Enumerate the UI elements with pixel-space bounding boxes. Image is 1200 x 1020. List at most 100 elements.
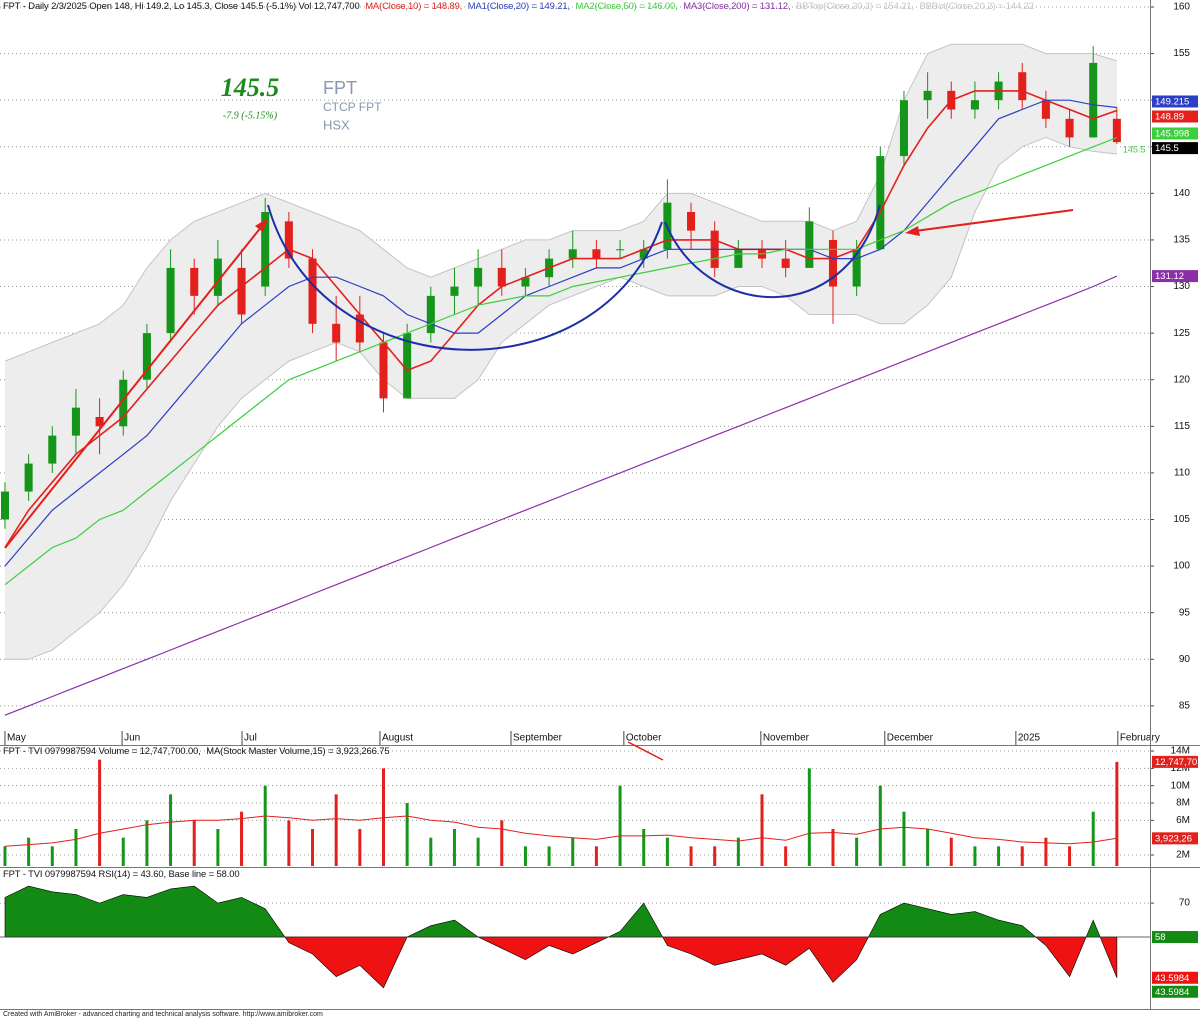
candle-body [450,286,459,296]
value-badge: 131.12 [1155,271,1184,282]
volume-bar [311,829,315,866]
volume-bar [1044,837,1048,866]
x-tick-label: November [763,733,810,744]
candle-body [0,491,9,520]
volume-bar [1091,811,1095,866]
x-tick-label: Jul [244,733,257,744]
value-badge-bg [1152,971,1198,984]
candle-body [71,407,80,436]
volume-bar [145,820,149,866]
value-badge: 145.998 [1155,128,1189,139]
y-tick-label: 8M [1176,798,1190,809]
candle-body [474,267,483,287]
volume-bar [949,837,953,866]
candle-body [899,100,908,157]
volume-bar [452,829,456,866]
candle-body [1112,118,1121,143]
candle-body [734,249,743,268]
candle-body [119,379,128,427]
candle-body [1065,118,1074,138]
volume-bar [689,846,693,866]
y-tick-label: 110 [1174,468,1190,479]
volume-bar [3,846,7,866]
exchange: HSX [323,117,350,132]
candle-body [284,221,293,259]
volume-bar [523,846,527,866]
arrow-line [627,741,664,761]
candle-body [687,211,696,231]
value-badge: 43.5984 [1155,973,1189,984]
chart-title: FPT - TVI 0979987594 RSI(14) = 43.60, Ba… [3,868,240,879]
bollinger-band [5,44,1117,660]
candle-body [48,435,57,464]
price-badge: 145.5 [1155,143,1179,154]
volume-bar [429,837,433,866]
legend-entry: MA3(Close,200) = 131.12, [683,0,791,11]
legend-entry: BBBot(Close,20,2) = 144.22 [919,0,1034,11]
volume-bar [855,837,859,866]
y-tick-label: 85 [1179,701,1191,712]
y-tick-label: 2M [1176,850,1190,861]
bollinger-line [5,136,1117,660]
y-tick-label: 155 [1173,48,1190,59]
candle-body [1089,62,1098,138]
price-change: -7.9 (-5.15%) [223,110,278,121]
volume-header: FPT - TVI 0979987594 Volume = 12,747,700… [3,745,1151,756]
volume-bar [121,837,125,866]
volume-ma-line [4,815,1117,847]
candle-body [95,416,104,427]
value-badge-bg [1152,95,1198,108]
y-tick-label: 70 [1179,898,1191,909]
value-badge: 12,747,70 [1155,757,1197,768]
footer: Created with AmiBroker - advanced charti… [3,1011,323,1018]
volume-bar [973,846,977,866]
trend-arrow [4,225,263,549]
volume-bar [358,829,362,866]
volume-bar [618,785,622,866]
volume-bar [334,794,338,866]
candle-body [213,258,222,296]
volume-bar [98,759,102,866]
legend-entry: MA1(Close,20) = 149.21, [467,0,570,11]
price-badge-bg [1152,142,1198,155]
volume-bar [1020,846,1024,866]
base-badge-bg [1152,931,1198,944]
ma-line [4,136,1118,586]
y-tick-label: 12M [1171,763,1190,774]
volume-bar [381,768,385,866]
candle-body [332,323,341,343]
x-tick-label: September [513,733,563,744]
y-tick-label: 6M [1176,815,1190,826]
candle-body [237,267,246,315]
legend-entry: MA(Stock Master Volume,15) = 3,923,266.7… [206,745,390,756]
candle-body [379,342,388,399]
value-badge-bg [1152,270,1198,283]
ma-line [4,275,1118,716]
candle-body [876,156,885,250]
volume-bar [1068,846,1072,866]
x-tick-label: October [626,733,662,744]
volume-bar [665,837,669,866]
ma-line [4,99,1117,567]
volume-bar [216,829,220,866]
candle-body [24,463,33,492]
y-tick-label: 130 [1173,281,1190,292]
volume-bar [784,846,788,866]
y-tick-label: 140 [1173,188,1190,199]
x-tick-label: May [7,733,26,744]
volume-bar [831,829,835,866]
rsi-area-above [4,885,1118,938]
value-badge-bg [1152,755,1198,768]
candle-body [592,249,601,259]
value-badge: 3,923,26 [1155,833,1192,844]
volume-bar [547,846,551,866]
legend-entry: MA2(Close,50) = 146.00, [575,0,678,11]
x-tick-label: February [1120,733,1160,744]
value-badge-bg [1152,110,1198,123]
value-badge: 149.215 [1155,97,1189,108]
volume-bar [713,846,717,866]
volume-bar [642,829,646,866]
candle-body [521,277,530,287]
